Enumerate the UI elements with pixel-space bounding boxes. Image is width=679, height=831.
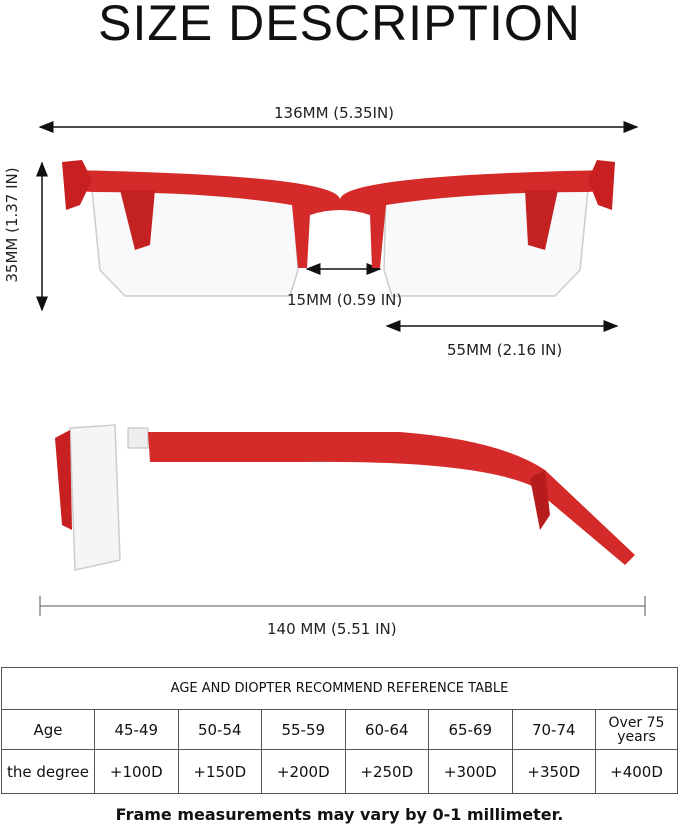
total-width-label: 136MM (5.35IN)	[274, 104, 395, 122]
temple-length-label: 140 MM (5.51 IN)	[267, 620, 397, 638]
table-cell: 70-74	[511, 709, 596, 750]
measurement-note: Frame measurements may vary by 0-1 milli…	[115, 805, 564, 824]
table-cell: 50-54	[177, 709, 262, 750]
table-cell: 55-59	[261, 709, 346, 750]
table-cell: +400D	[595, 749, 678, 794]
table-row-age: Age 45-49 50-54 55-59 60-64 65-69 70-74 …	[1, 709, 678, 750]
table-cell: Over 75 years	[595, 709, 678, 750]
table-cell: +100D	[94, 749, 179, 794]
lens-width-label: 55MM (2.16 IN)	[447, 341, 563, 359]
page-title: SIZE DESCRIPTION	[98, 0, 581, 51]
lens-height-label: 35MM (1.37 IN)	[3, 167, 21, 283]
front-view-glasses	[62, 160, 615, 297]
table-cell: 60-64	[344, 709, 429, 750]
table-cell: +200D	[261, 749, 346, 794]
table-row-degree: the degree +100D +150D +200D +250D +300D…	[1, 749, 678, 794]
table-title: AGE AND DIOPTER RECOMMEND REFERENCE TABL…	[1, 667, 678, 710]
table-cell: +150D	[177, 749, 262, 794]
row-label: Age	[1, 709, 95, 750]
diopter-table: AGE AND DIOPTER RECOMMEND REFERENCE TABL…	[1, 667, 678, 794]
table-cell: +350D	[511, 749, 596, 794]
side-view-glasses	[55, 424, 635, 571]
table-cell: +250D	[344, 749, 429, 794]
row-label: the degree	[1, 749, 95, 794]
glasses-diagram	[36, 121, 646, 616]
table-cell: 65-69	[428, 709, 513, 750]
bridge-label: 15MM (0.59 IN)	[287, 291, 403, 309]
table-cell: 45-49	[94, 709, 179, 750]
table-cell: +300D	[428, 749, 513, 794]
